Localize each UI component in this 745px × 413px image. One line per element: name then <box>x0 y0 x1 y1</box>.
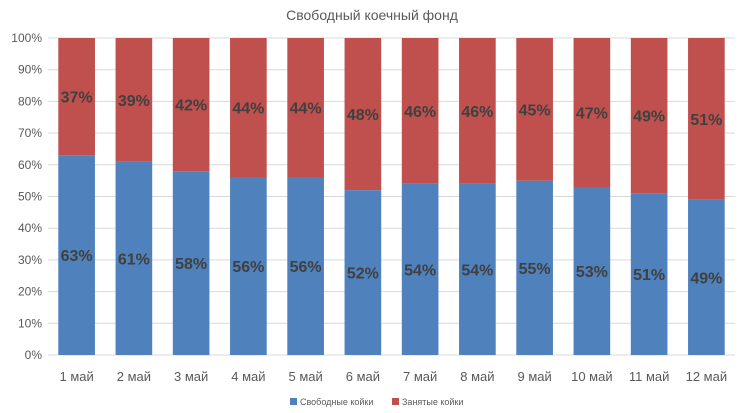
x-tick-label: 4 май <box>231 369 265 384</box>
bar-occupied <box>401 38 439 184</box>
x-tick-label: 7 май <box>403 369 437 384</box>
bar-occupied <box>230 38 267 178</box>
data-label: 61% <box>118 251 150 268</box>
x-tick-label: 5 май <box>288 369 322 384</box>
bar-free <box>516 180 553 355</box>
data-label: 55% <box>519 261 551 278</box>
x-tick-label: 8 май <box>460 369 494 384</box>
legend-swatch <box>392 398 399 405</box>
y-tick-label: 70% <box>18 126 42 140</box>
data-label: 42% <box>175 98 207 115</box>
bar-occupied <box>172 38 210 172</box>
data-label: 56% <box>232 259 264 276</box>
data-label: 45% <box>519 102 551 119</box>
legend-swatch <box>290 398 297 405</box>
legend: Свободные койки Занятые койки <box>290 397 463 407</box>
data-label: 51% <box>633 267 665 284</box>
bar-free <box>401 183 439 355</box>
bar-occupied <box>459 38 496 184</box>
data-label: 54% <box>461 262 493 279</box>
data-label: 48% <box>347 107 379 124</box>
data-label: 39% <box>118 93 150 110</box>
bar-free <box>230 177 267 355</box>
data-label: 44% <box>232 101 264 118</box>
y-tick-label: 100% <box>11 31 42 45</box>
legend-label: Свободные койки <box>300 397 373 407</box>
bar-free <box>287 177 324 355</box>
y-axis-ticks: 0% 10% 20% 30% 40% 50% 60% 70% 80% 90% 100% <box>11 31 42 362</box>
y-tick-label: 20% <box>18 285 42 299</box>
y-tick-label: 80% <box>18 94 42 108</box>
data-label: 63% <box>61 248 93 265</box>
data-label: 47% <box>576 105 608 122</box>
data-label: 46% <box>404 104 436 121</box>
y-tick-label: 90% <box>18 63 42 77</box>
data-labels: 63% 37% 61% 39% 58% 42% 56% 44% 56% 44% 52% 48% 54% 4… <box>61 90 723 288</box>
bar-free <box>688 199 725 355</box>
data-label: 58% <box>175 256 207 273</box>
data-label: 46% <box>461 104 493 121</box>
x-tick-label: 6 май <box>346 369 380 384</box>
bar-free <box>573 186 611 355</box>
x-tick-label: 1 май <box>59 369 93 384</box>
chart-title: Свободный коечный фонд <box>286 7 458 23</box>
bar-occupied <box>115 38 153 162</box>
data-label: 49% <box>690 270 722 287</box>
data-label: 53% <box>576 264 608 281</box>
bar-occupied <box>688 38 725 200</box>
bar-occupied <box>573 38 611 187</box>
y-tick-label: 0% <box>25 348 43 362</box>
legend-label: Занятые койки <box>402 397 463 407</box>
data-label: 44% <box>290 101 322 118</box>
data-label: 51% <box>690 112 722 129</box>
bar-free <box>172 171 210 355</box>
y-tick-label: 10% <box>18 316 42 330</box>
bar-free <box>459 183 496 355</box>
x-tick-label: 12 май <box>686 369 728 384</box>
bar-occupied <box>287 38 324 178</box>
x-tick-label: 3 май <box>174 369 208 384</box>
data-label: 49% <box>633 109 665 126</box>
x-tick-label: 11 май <box>629 369 670 384</box>
bar-occupied <box>630 38 668 194</box>
y-tick-label: 50% <box>18 190 42 204</box>
bars <box>58 38 725 355</box>
y-tick-label: 30% <box>18 253 42 267</box>
y-tick-label: 40% <box>18 221 42 235</box>
data-label: 54% <box>404 262 436 279</box>
bar-occupied <box>344 38 382 191</box>
data-label: 37% <box>61 90 93 107</box>
gridlines <box>48 37 735 356</box>
x-tick-label: 10 май <box>571 369 613 384</box>
x-tick-label: 9 май <box>517 369 551 384</box>
bar-occupied <box>516 38 553 181</box>
bar-free <box>344 190 382 355</box>
bar-occupied <box>58 38 95 156</box>
y-tick-label: 60% <box>18 158 42 172</box>
data-label: 52% <box>347 266 379 283</box>
x-tick-label: 2 май <box>117 369 151 384</box>
data-label: 56% <box>290 259 322 276</box>
bar-free <box>58 155 95 355</box>
x-axis-ticks: 1 май 2 май 3 май 4 май 5 май 6 май 7 май 8 май… <box>59 369 727 384</box>
bar-free <box>630 193 668 355</box>
bar-free <box>115 161 153 355</box>
